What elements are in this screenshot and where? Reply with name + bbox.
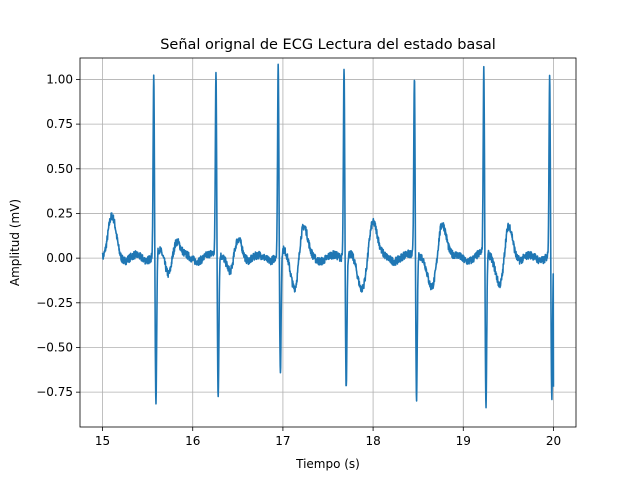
grid <box>80 58 576 427</box>
x-tick-label: 20 <box>546 434 561 448</box>
ecg-signal-line <box>101 63 555 409</box>
y-tick-label: −0.75 <box>36 385 73 399</box>
x-tick-label: 18 <box>365 434 380 448</box>
chart-title: Señal orignal de ECG Lectura del estado … <box>160 37 496 53</box>
series-layer <box>101 63 555 409</box>
y-tick-label: 0.00 <box>46 251 73 265</box>
x-tick-label: 16 <box>185 434 200 448</box>
y-tick-label: −0.25 <box>36 296 73 310</box>
y-tick-label: −0.50 <box>36 340 73 354</box>
y-tick-label: 1.00 <box>46 72 73 86</box>
x-axis-label: Tiempo (s) <box>295 457 360 471</box>
x-tick-label: 15 <box>95 434 110 448</box>
x-tick-label: 19 <box>456 434 471 448</box>
tick-layer: 15 16 17 18 19 20 −0.75 −0.50 −0.25 0.00 0.25 0.50 0… <box>36 72 561 448</box>
y-tick-label: 0.25 <box>46 206 73 220</box>
x-tick-label: 17 <box>275 434 290 448</box>
y-tick-label: 0.50 <box>46 162 73 176</box>
y-tick-label: 0.75 <box>46 117 73 131</box>
y-axis-label: Amplitud (mV) <box>8 199 22 286</box>
axes-frame <box>79 57 577 428</box>
